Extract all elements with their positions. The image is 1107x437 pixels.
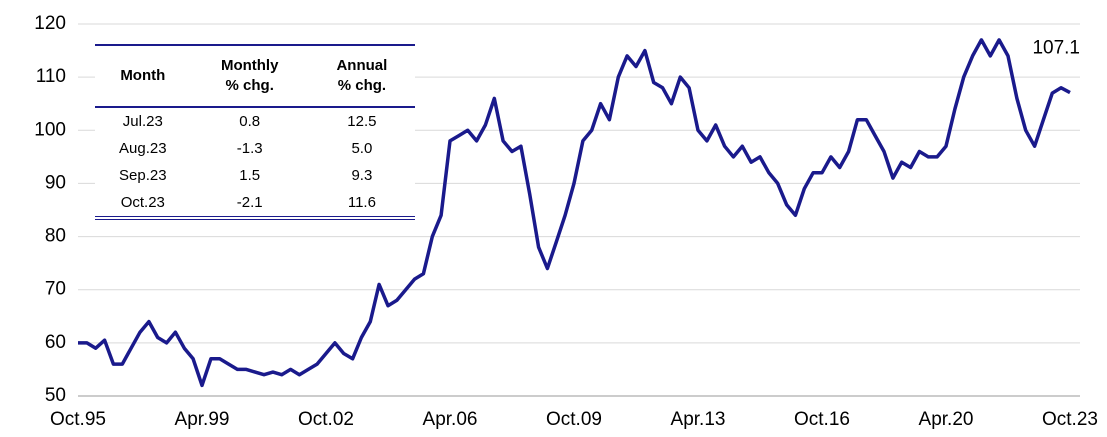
table-body: Jul.23 0.8 12.5 Aug.23 -1.3 5.0 Sep.23 1.5 9.3 Oc… <box>95 107 415 218</box>
end-label: 107.1 <box>1032 38 1080 59</box>
table-row: Aug.23 -1.3 5.0 <box>95 135 415 162</box>
x-tick-label: Oct.23 <box>1042 409 1098 430</box>
header-cell: Annual % chg. <box>309 45 415 107</box>
y-tick-label: 70 <box>45 279 66 300</box>
table-cell: Oct.23 <box>120 194 165 211</box>
header-text: Monthly <box>220 57 279 74</box>
x-tick-label: Apr.99 <box>175 409 230 430</box>
table-cell: 1.5 <box>239 167 261 184</box>
x-tick-label: Apr.06 <box>423 409 478 430</box>
table-cell: 11.6 <box>347 194 376 211</box>
x-tick-label: Apr.13 <box>671 409 726 430</box>
table-cell: 0.8 <box>239 113 261 130</box>
table-cell: Jul.23 <box>122 113 163 130</box>
table-row: Oct.23 -2.1 11.6 <box>95 189 415 218</box>
data-line <box>78 38 1071 388</box>
table-row: Jul.23 0.8 12.5 <box>95 107 415 135</box>
table-cell: 12.5 <box>347 113 377 130</box>
table-cell: 5.0 <box>351 140 373 157</box>
x-tick-label: Oct.09 <box>546 409 602 430</box>
header-cell: Month <box>95 45 191 107</box>
table-cell: Aug.23 <box>119 140 167 157</box>
y-tick-label: 110 <box>36 66 66 87</box>
header-text: Month <box>120 67 166 84</box>
x-tick-label: Apr.20 <box>919 409 974 430</box>
y-tick-label: 80 <box>45 226 66 247</box>
table-cell: 9.3 <box>351 167 373 184</box>
table-cell: Sep.23 <box>119 167 167 184</box>
table-cell: -1.3 <box>236 140 263 157</box>
y-tick-label: 60 <box>45 332 66 353</box>
x-tick-label: Oct.02 <box>298 409 354 430</box>
table-cell: -2.1 <box>236 194 263 211</box>
table-row: Sep.23 1.5 9.3 <box>95 162 415 189</box>
table: Month Monthly % chg. Annual % chg. Jul.23 0.8 1… <box>95 44 415 220</box>
y-tick-label: 120 <box>34 13 66 34</box>
header-text: % chg. <box>225 77 274 94</box>
header-cell: Monthly % chg. <box>191 45 309 107</box>
x-tick-label: Oct.95 <box>50 409 106 430</box>
y-tick-label: 50 <box>45 385 66 406</box>
y-tick-label: 100 <box>34 119 66 140</box>
summary-table: Month Monthly % chg. Annual % chg. Jul.23 0.8 1… <box>95 44 415 220</box>
table-head: Month Monthly % chg. Annual % chg. <box>95 45 415 107</box>
header-row: Month Monthly % chg. Annual % chg. <box>95 45 415 107</box>
y-tick-label: 90 <box>45 172 66 193</box>
header-text: % chg. <box>337 77 387 94</box>
x-tick-label: Oct.16 <box>794 409 850 430</box>
header-text: Annual <box>336 57 388 74</box>
